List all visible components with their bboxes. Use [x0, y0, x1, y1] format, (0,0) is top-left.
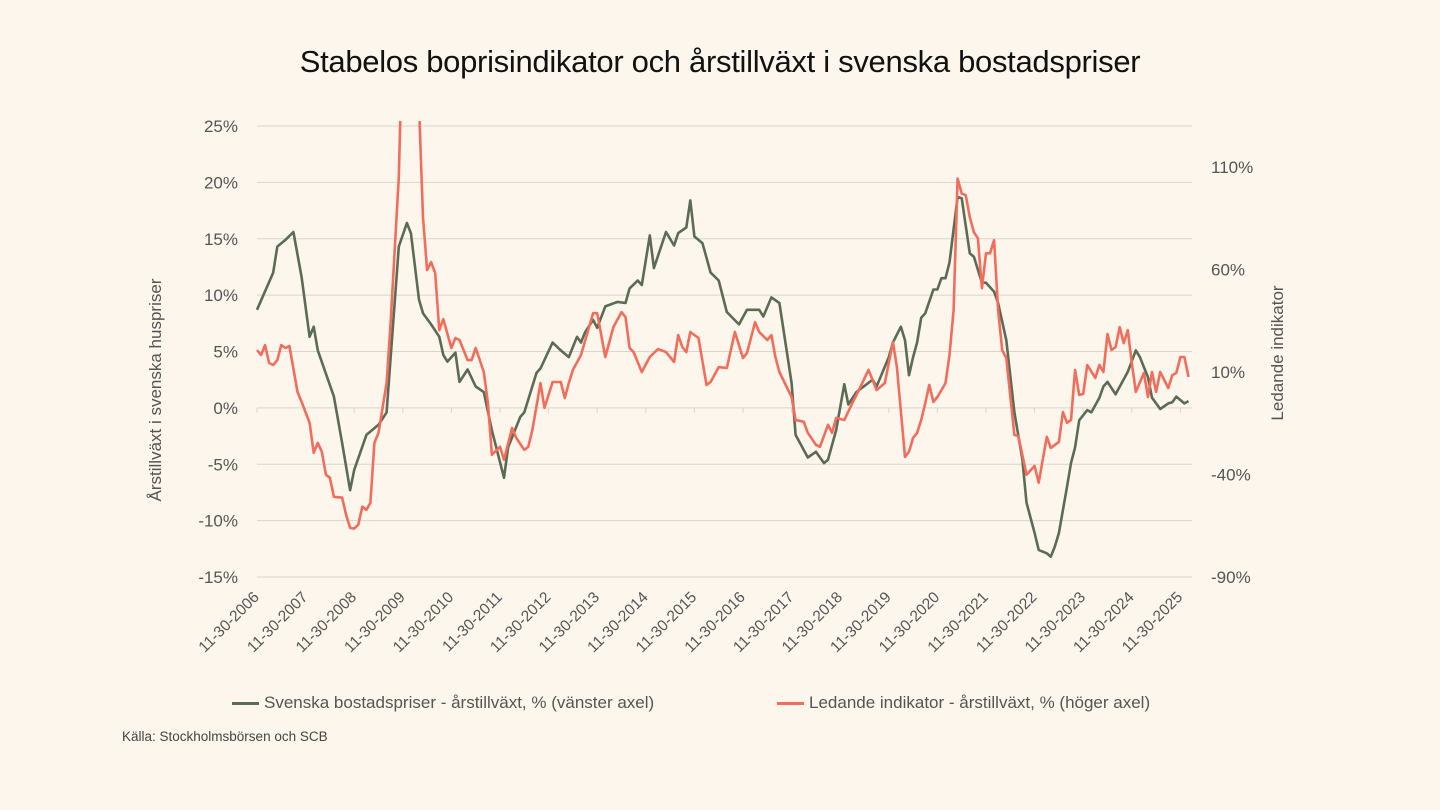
- legend-label: Ledande indikator - årstillväxt, % (höge…: [809, 693, 1151, 712]
- left-axis-tick-label: -10%: [198, 512, 238, 531]
- legend-swatch-red: [777, 701, 804, 705]
- left-axis-tick-label: 5%: [213, 343, 238, 362]
- right-axis-tick-label: -90%: [1211, 568, 1251, 587]
- left-axis-title: Årstillväxt i svenska huspriser: [146, 278, 165, 501]
- left-axis-tick-label: 25%: [204, 117, 238, 136]
- left-axis-tick-label: -5%: [208, 455, 238, 474]
- legend-label: Svenska bostadspriser - årstillväxt, % (…: [264, 693, 655, 712]
- chart-title: Stabelos boprisindikator och årstillväxt…: [299, 44, 1141, 79]
- right-axis-title: Ledande indikator: [1268, 285, 1287, 421]
- right-axis-tick-label: 10%: [1211, 363, 1245, 382]
- series-line-house-prices: [255, 195, 1190, 558]
- right-axis-tick-label: 110%: [1211, 158, 1253, 177]
- left-axis-tick-label: 15%: [204, 230, 238, 249]
- right-axis-tick-label: -40%: [1211, 466, 1251, 485]
- right-axis-tick-label: 60%: [1211, 261, 1245, 280]
- left-axis-tick-label: -15%: [198, 568, 238, 587]
- left-axis-tick-label: 10%: [204, 286, 238, 305]
- source-note: Källa: Stockholmsbörsen och SCB: [122, 729, 328, 744]
- legend-item-house-prices: Svenska bostadspriser - årstillväxt, % (…: [232, 693, 654, 713]
- series-line-leading-indicator: [256, 121, 1190, 530]
- legend-item-indicator: Ledande indikator - årstillväxt, % (höge…: [777, 693, 1150, 713]
- left-axis-tick-label: 20%: [204, 173, 238, 192]
- legend-swatch-green: [232, 701, 259, 705]
- left-axis-tick-label: 0%: [213, 399, 238, 418]
